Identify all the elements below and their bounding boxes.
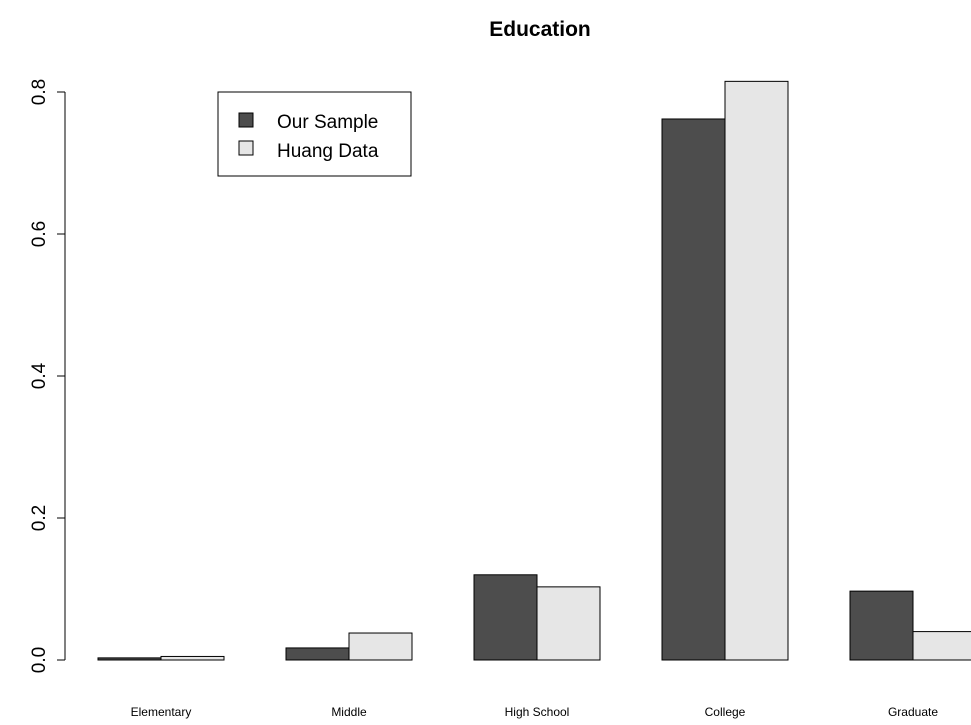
- bar-huang-data-elementary: [160, 655, 225, 661]
- category-label: Graduate: [888, 705, 938, 719]
- y-tick-label: 0.8: [29, 79, 50, 105]
- bar-our-sample-college: [661, 118, 726, 661]
- legend-label-huang-data: Huang Data: [277, 141, 379, 162]
- y-tick-label: 0.4: [29, 362, 50, 389]
- bar-our-sample-high-school: [473, 574, 538, 661]
- y-tick-label: 0.6: [29, 221, 50, 247]
- category-label: Elementary: [131, 705, 192, 719]
- bar-our-sample-elementary: [97, 657, 162, 661]
- legend: Our Sample Huang Data: [217, 91, 412, 177]
- bar-huang-data-middle: [348, 632, 413, 661]
- legend-swatch-huang-data: [238, 140, 254, 156]
- y-axis: 0.0 0.2 0.4 0.6 0.8: [29, 79, 66, 673]
- legend-swatch-our-sample: [238, 112, 254, 128]
- bar-our-sample-middle: [285, 647, 350, 661]
- legend-label-our-sample: Our Sample: [277, 112, 378, 133]
- category-label: College: [705, 705, 746, 719]
- y-tick-label: 0.2: [29, 505, 50, 531]
- bar-huang-data-college: [724, 80, 789, 661]
- y-tick-label: 0.0: [29, 647, 50, 673]
- chart-title: Education: [489, 18, 591, 41]
- category-label: High School: [505, 705, 570, 719]
- bar-our-sample-graduate: [849, 590, 914, 661]
- legend-box: [217, 91, 412, 177]
- category-label: Middle: [331, 705, 367, 719]
- category-labels: Elementary Middle High School College Gradua…: [131, 705, 939, 719]
- bars-group: [97, 80, 971, 661]
- bar-huang-data-graduate: [912, 631, 971, 661]
- bar-huang-data-high-school: [536, 586, 601, 661]
